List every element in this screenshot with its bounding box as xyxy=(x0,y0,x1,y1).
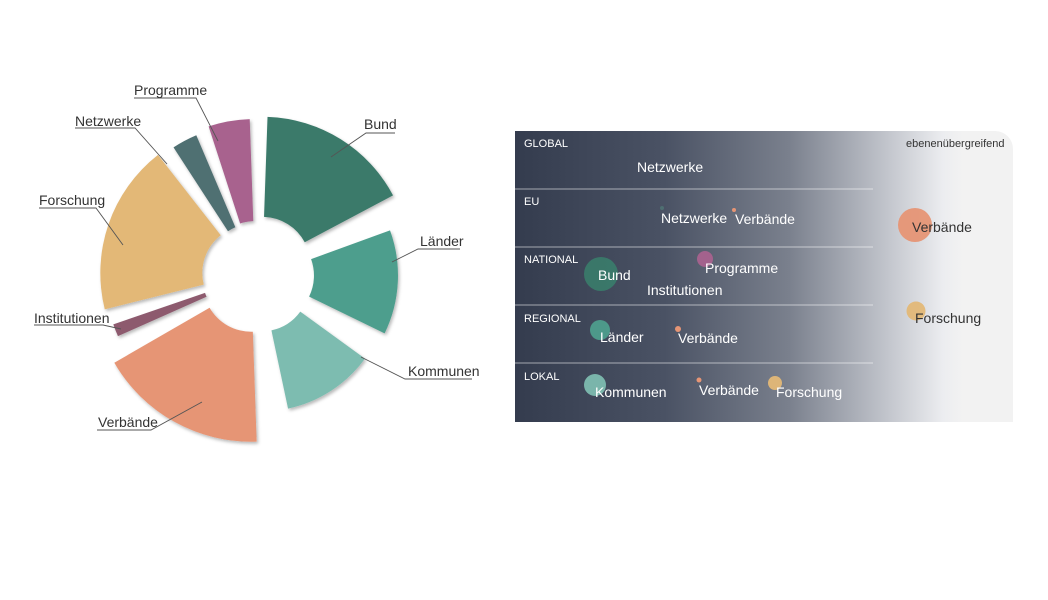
segment-programme xyxy=(208,119,254,224)
bubble-regional-laender xyxy=(590,320,610,340)
leader-line xyxy=(134,97,219,142)
donut-labels: Bund Länder Kommunen Verbände Institutio… xyxy=(34,82,480,430)
segment-label-forschung: Forschung xyxy=(39,192,105,208)
entry-label-regional-laender: Länder xyxy=(600,329,644,345)
bubble-national-bund xyxy=(584,257,618,291)
bubble-lokal-verbaende xyxy=(696,377,702,383)
entry-label-lokal-forschung: Forschung xyxy=(776,384,842,400)
entry-label-national-bund: Bund xyxy=(598,267,631,283)
leader-line xyxy=(360,356,472,380)
bubble-eu-verbaende xyxy=(732,208,736,212)
leader-line xyxy=(391,248,460,263)
entry-label-national-programme: Programme xyxy=(705,260,778,276)
level-label-regional: REGIONAL xyxy=(524,313,581,325)
bubble-national-programme xyxy=(697,251,713,267)
cross-level-header: ebenenübergreifend xyxy=(906,138,1004,150)
leader-line xyxy=(34,324,122,330)
leader-line xyxy=(39,207,124,246)
bubble-eu-netzwerke xyxy=(660,206,664,210)
entry-label-global-netzwerke: Netzwerke xyxy=(637,159,703,175)
entry-label-eu-netzwerke: Netzwerke xyxy=(661,210,727,226)
segment-label-institutionen: Institutionen xyxy=(34,310,110,326)
segment-label-programme: Programme xyxy=(134,82,207,98)
donut-leader-lines xyxy=(34,97,472,431)
entry-label-cross-forschung: Forschung xyxy=(915,310,981,326)
level-matrix: GLOBAL EU NATIONAL REGIONAL LOKAL ebenen… xyxy=(515,131,1013,422)
segment-bund xyxy=(264,116,394,243)
segment-institutionen xyxy=(113,292,207,337)
segment-laender xyxy=(309,230,398,334)
leader-line xyxy=(75,127,168,165)
segment-kommunen xyxy=(271,311,366,409)
entry-label-eu-verbaende: Verbände xyxy=(735,211,795,227)
segment-label-bund: Bund xyxy=(364,116,397,132)
donut-chart: Bund Länder Kommunen Verbände Institutio… xyxy=(34,82,480,442)
entry-label-cross-verbaende: Verbände xyxy=(912,219,972,235)
bubble-regional-verbaende xyxy=(675,326,681,332)
segment-verbaende xyxy=(114,307,257,442)
level-label-national: NATIONAL xyxy=(524,254,578,266)
entry-label-regional-verbaende: Verbände xyxy=(678,330,738,346)
level-label-global: GLOBAL xyxy=(524,138,568,150)
leader-line xyxy=(330,132,395,158)
bubble-lokal-kommunen xyxy=(584,374,606,396)
segment-label-verbaende: Verbände xyxy=(98,414,158,430)
level-label-lokal: LOKAL xyxy=(524,371,559,383)
bubble-cross-forschung xyxy=(906,301,926,321)
entry-label-lokal-kommunen: Kommunen xyxy=(595,384,667,400)
segment-forschung xyxy=(100,154,221,310)
donut-segments xyxy=(100,116,398,442)
bubble-lokal-forschung xyxy=(768,376,782,390)
leader-line xyxy=(97,401,203,431)
segment-label-kommunen: Kommunen xyxy=(408,363,480,379)
segment-label-netzwerke: Netzwerke xyxy=(75,113,141,129)
entry-label-national-institutionen: Institutionen xyxy=(647,282,723,298)
entry-label-lokal-verbaende: Verbände xyxy=(699,382,759,398)
bubble-cross-verbaende xyxy=(898,208,932,242)
segment-netzwerke xyxy=(173,135,236,232)
level-label-eu: EU xyxy=(524,196,539,208)
segment-label-laender: Länder xyxy=(420,233,464,249)
